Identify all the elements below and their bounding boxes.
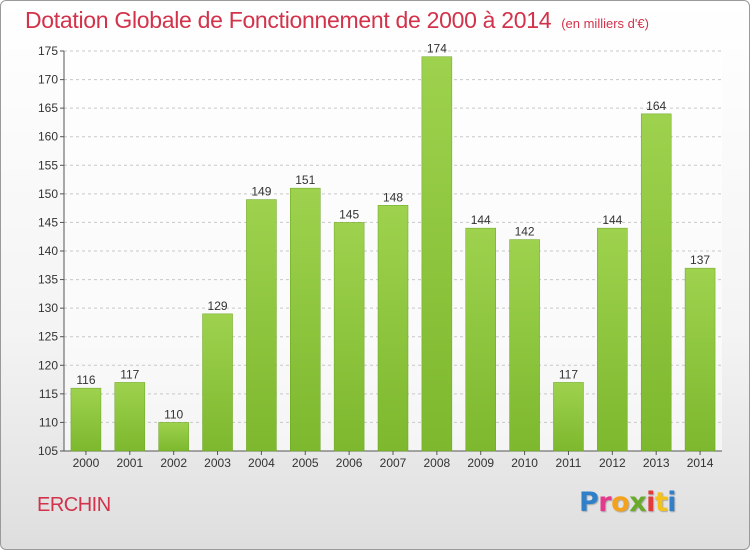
chart-subtitle: (en milliers d'€)	[561, 16, 649, 31]
chart-title-text: Dotation Globale de Fonctionnement de 20…	[25, 7, 552, 33]
bar-value-label: 110	[164, 407, 183, 421]
x-tick-label: 2002	[160, 456, 187, 470]
logo-letter: P	[579, 487, 599, 518]
x-tick-label: 2013	[643, 456, 670, 470]
bar	[553, 382, 584, 452]
bar	[114, 382, 146, 452]
x-tick-label: 2005	[292, 456, 319, 470]
y-tick-label: 105	[38, 444, 58, 458]
bar-value-label: 137	[690, 253, 710, 267]
bar-value-label: 117	[559, 367, 578, 381]
bar	[597, 227, 628, 452]
bar-value-label: 148	[383, 190, 403, 204]
proxiti-logo[interactable]: Proxiti	[579, 487, 677, 518]
y-tick-label: 125	[38, 330, 58, 344]
y-tick-label: 135	[38, 273, 58, 287]
x-tick-label: 2007	[380, 456, 407, 470]
logo-letter: t	[654, 487, 668, 518]
bar	[640, 113, 672, 452]
bar	[465, 227, 496, 452]
bar	[158, 422, 189, 452]
logo-letter: o	[611, 487, 630, 518]
y-tick-label: 150	[38, 187, 58, 201]
y-tick-label: 140	[38, 244, 58, 258]
y-tick-label: 175	[38, 44, 58, 58]
bar-value-label: 149	[251, 185, 271, 199]
x-tick-label: 2003	[204, 456, 231, 470]
x-tick-label: 2006	[336, 456, 363, 470]
x-tick-label: 2001	[116, 456, 143, 470]
logo-letter: x	[629, 487, 647, 518]
y-tick-label: 115	[39, 387, 58, 401]
bar	[290, 187, 321, 452]
bar	[377, 205, 409, 452]
y-tick-label: 155	[38, 158, 58, 172]
bar-value-label: 144	[471, 213, 491, 227]
x-tick-label: 2009	[467, 456, 494, 470]
bar-value-label: 117	[120, 367, 139, 381]
y-tick-label: 120	[38, 358, 58, 372]
logo-letter: r	[598, 487, 612, 518]
place-name: ERCHIN	[37, 494, 111, 516]
y-tick-label: 130	[38, 301, 58, 315]
y-tick-label: 110	[39, 415, 58, 429]
y-tick-label: 165	[38, 101, 58, 115]
y-tick-label: 160	[38, 130, 58, 144]
bar	[509, 239, 540, 452]
bar	[202, 313, 233, 452]
bar-value-label: 142	[515, 225, 535, 239]
x-tick-label: 2012	[599, 456, 626, 470]
logo-letter: i	[646, 487, 655, 518]
x-tick-label: 2008	[424, 456, 451, 470]
x-tick-label: 2004	[248, 456, 275, 470]
bar-value-label: 116	[76, 373, 95, 387]
bar-value-label: 145	[339, 207, 359, 221]
bar-value-label: 151	[295, 173, 315, 187]
logo-letter: i	[667, 487, 677, 518]
x-tick-label: 2011	[556, 456, 582, 470]
bar-value-label: 174	[427, 42, 447, 56]
x-tick-label: 2010	[511, 456, 538, 470]
bar	[421, 56, 453, 452]
bar	[684, 267, 716, 452]
bar-value-label: 129	[208, 299, 228, 313]
bar-value-label: 164	[646, 99, 666, 113]
bar-value-label: 144	[602, 213, 622, 227]
bar	[333, 222, 365, 452]
bar	[70, 387, 102, 452]
y-tick-label: 145	[38, 215, 58, 229]
y-tick-label: 170	[38, 73, 58, 87]
bar	[246, 199, 277, 452]
x-tick-label: 2000	[73, 456, 100, 470]
x-tick-label: 2014	[687, 456, 714, 470]
chart-title: Dotation Globale de Fonctionnement de 20…	[25, 7, 649, 34]
